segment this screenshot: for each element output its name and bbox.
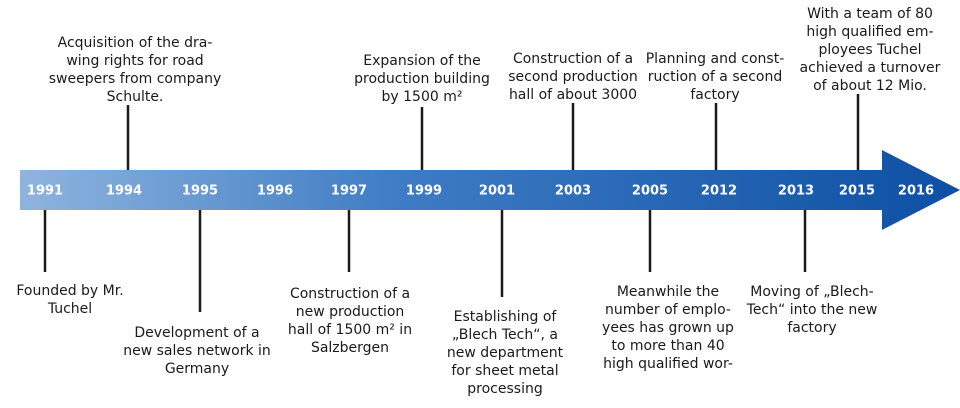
event-text: second production bbox=[508, 69, 638, 85]
event-text: Tuchel bbox=[47, 301, 92, 317]
event-text: yees has grown up bbox=[602, 320, 734, 336]
year-label: 1995 bbox=[182, 184, 218, 199]
event-text: Schulte. bbox=[107, 89, 164, 105]
year-label: 1997 bbox=[331, 184, 367, 199]
event-text: Expansion of the bbox=[363, 53, 480, 69]
event-text: factory bbox=[690, 87, 739, 103]
event-text: factory bbox=[787, 320, 836, 336]
year-label: 1996 bbox=[257, 184, 293, 199]
event-text: Construction of a bbox=[513, 51, 633, 67]
event-text: hall of about 3000 bbox=[509, 87, 637, 103]
event-text: production building bbox=[354, 71, 490, 87]
year-label: 2013 bbox=[778, 184, 814, 199]
event-text: sweepers from company bbox=[49, 71, 222, 87]
year-label: 2016 bbox=[898, 184, 934, 199]
year-label: 1991 bbox=[27, 184, 63, 199]
event-text: Establishing of bbox=[454, 309, 558, 325]
event-text: by 1500 m² bbox=[382, 89, 463, 105]
year-label: 2001 bbox=[479, 184, 515, 199]
event-text: Germany bbox=[165, 361, 229, 377]
event-text: new department bbox=[447, 345, 564, 361]
event-text: ployees Tuchel bbox=[819, 42, 922, 58]
event-text: processing bbox=[467, 381, 542, 397]
event-text: Tech“ into the new bbox=[746, 302, 878, 318]
year-label: 1994 bbox=[106, 184, 142, 199]
year-label: 2003 bbox=[555, 184, 591, 199]
event-text: new production bbox=[296, 304, 405, 320]
event-text: high qualified em- bbox=[806, 24, 933, 40]
event-text: Acquisition of the dra- bbox=[58, 35, 213, 51]
event-text: to more than 40 bbox=[611, 338, 724, 354]
event-text: number of emplo- bbox=[605, 302, 731, 318]
event-text: of about 12 Mio. bbox=[813, 78, 927, 94]
year-label: 2012 bbox=[701, 184, 737, 199]
year-label: 2005 bbox=[632, 184, 668, 199]
event-text: hall of 1500 m² in bbox=[288, 322, 412, 338]
event-text: Development of a bbox=[134, 325, 259, 341]
event-text: achieved a turnover bbox=[800, 60, 941, 76]
year-label: 1999 bbox=[406, 184, 442, 199]
event-text: new sales network in bbox=[123, 343, 271, 359]
timeline-arrow bbox=[20, 150, 960, 230]
event-text: for sheet metal bbox=[451, 363, 558, 379]
event-text: Construction of a bbox=[290, 286, 410, 302]
year-label: 2015 bbox=[839, 184, 875, 199]
event-text: ruction of a second bbox=[648, 69, 783, 85]
event-text: high qualified wor- bbox=[603, 356, 733, 372]
event-text: Founded by Mr. bbox=[16, 283, 123, 299]
event-text: wing rights for road bbox=[66, 53, 203, 69]
event-text: With a team of 80 bbox=[807, 6, 933, 22]
event-text: „Blech Tech“, a bbox=[452, 327, 558, 343]
event-text: Planning and const- bbox=[646, 51, 785, 67]
event-text: Moving of „Blech- bbox=[750, 284, 873, 300]
event-text: Meanwhile the bbox=[617, 284, 719, 300]
event-text: Salzbergen bbox=[311, 340, 389, 356]
